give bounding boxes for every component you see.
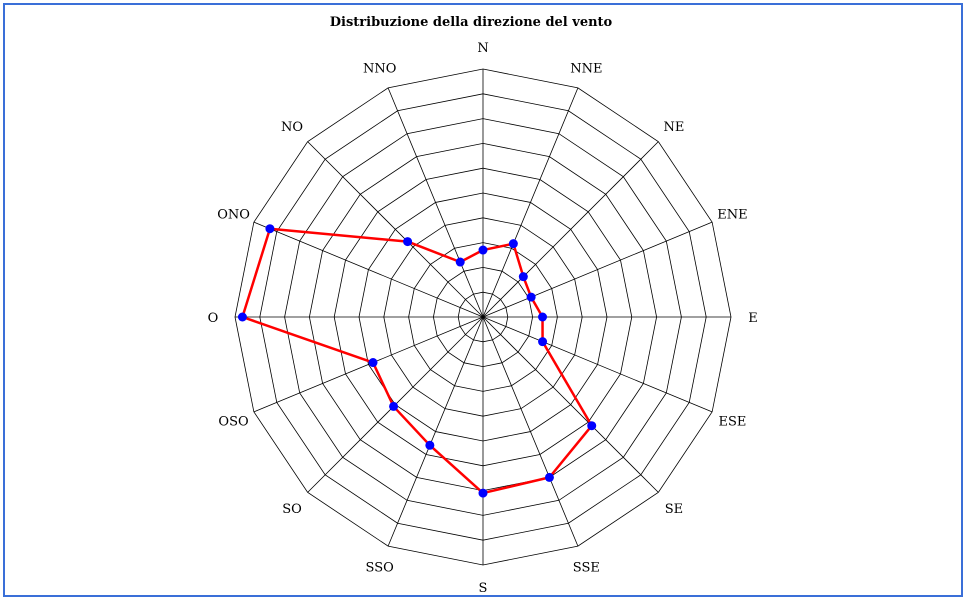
data-point: [508, 239, 518, 249]
data-point: [538, 312, 548, 322]
data-point: [478, 488, 488, 498]
grid-spoke: [482, 316, 659, 493]
direction-label: ESE: [719, 414, 747, 429]
direction-label: O: [208, 311, 219, 326]
direction-label: NNE: [570, 62, 602, 77]
direction-label: S: [479, 581, 488, 596]
grid-spoke: [482, 221, 713, 318]
direction-label: SSE: [573, 560, 600, 575]
data-point: [389, 401, 399, 411]
grid-spoke: [387, 316, 484, 547]
data-point: [518, 272, 528, 282]
direction-label: OSO: [218, 414, 248, 429]
direction-label: NO: [281, 120, 303, 135]
data-point: [265, 224, 275, 234]
data-series: [237, 224, 597, 498]
grid-spoke: [387, 87, 484, 318]
data-point: [425, 440, 435, 450]
grid-spoke: [307, 141, 484, 318]
data-point: [368, 358, 378, 368]
direction-label: E: [748, 311, 758, 326]
data-point: [478, 245, 488, 255]
direction-label: NNO: [363, 62, 396, 77]
data-point: [237, 312, 247, 322]
grid-spoke: [482, 141, 659, 318]
direction-label: NE: [663, 120, 684, 135]
data-point: [587, 421, 597, 431]
direction-label: ONO: [217, 208, 250, 223]
radar-grid: [234, 68, 732, 566]
data-point: [526, 292, 536, 302]
grid-spoke: [482, 316, 579, 547]
data-point: [455, 257, 465, 267]
grid-spoke: [482, 87, 579, 318]
grid-spoke: [253, 221, 484, 318]
direction-label: ENE: [717, 208, 747, 223]
grid-spoke: [482, 316, 713, 413]
direction-label: SE: [665, 502, 683, 517]
grid-spoke: [253, 316, 484, 413]
data-point: [544, 472, 554, 482]
direction-label: SO: [282, 502, 302, 517]
direction-label: N: [477, 41, 488, 56]
data-point: [538, 337, 548, 347]
direction-labels: N NNE NE ENE E ESE SE SSE S SSO SO OSO O ONO NO NNO: [208, 41, 758, 596]
direction-label: SSO: [366, 560, 394, 575]
data-point: [403, 237, 413, 247]
chart-title: Distribuzione della direzione del vento: [330, 15, 613, 30]
